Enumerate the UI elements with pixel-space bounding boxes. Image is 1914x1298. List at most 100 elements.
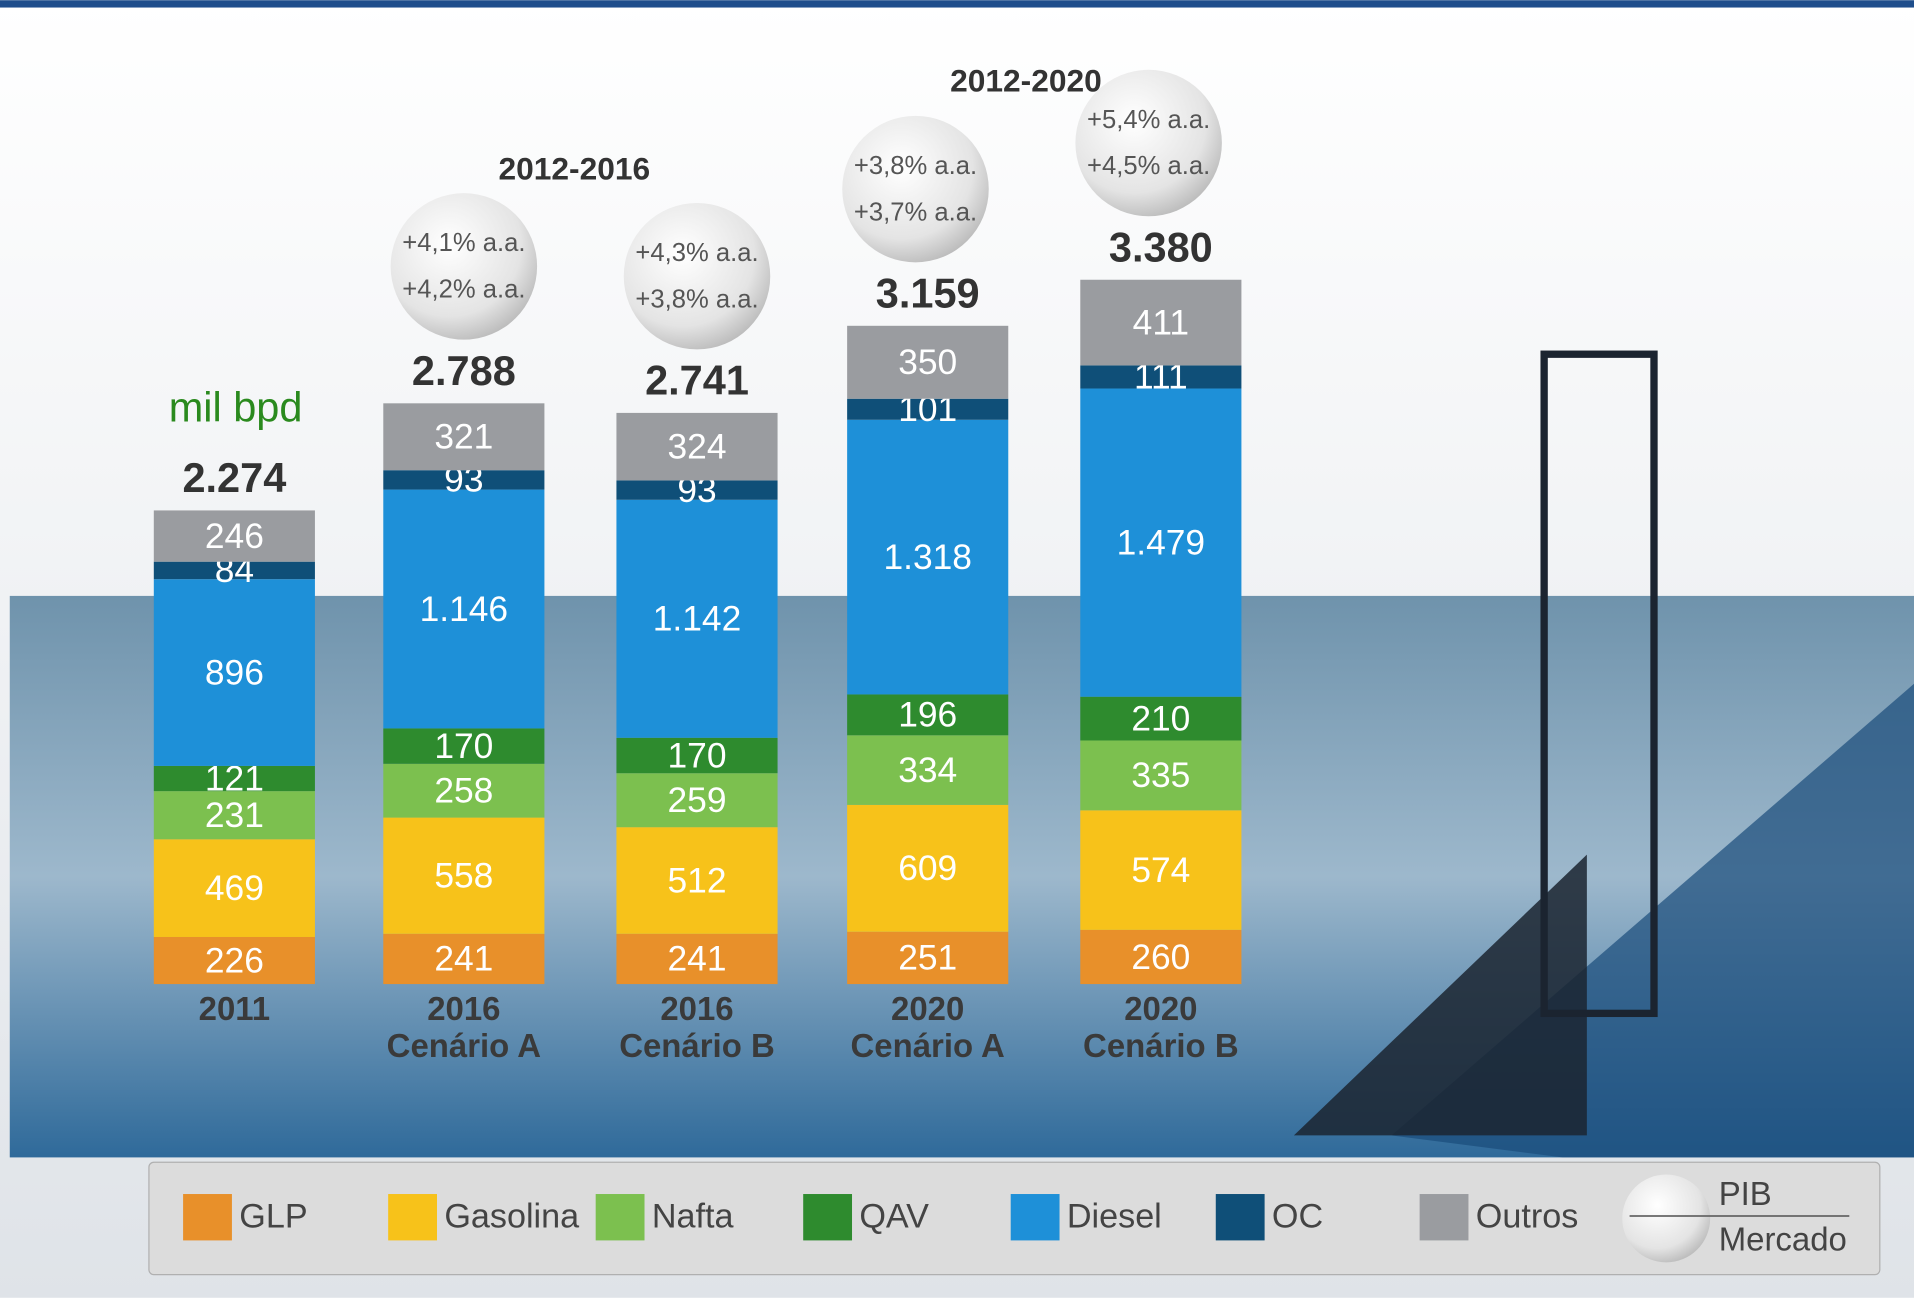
bar-segment	[153, 561, 315, 580]
bar-segment	[616, 773, 778, 828]
data-label: 469	[205, 869, 264, 908]
legend-label: Diesel	[1067, 1197, 1162, 1235]
bar-segment	[847, 419, 1009, 695]
data-label: 170	[434, 727, 493, 766]
bar-segment	[616, 737, 778, 774]
legend-swatch	[803, 1194, 853, 1241]
mercado-growth: +4,5% a.a.	[1087, 152, 1210, 180]
legend-pib: PIB	[1719, 1175, 1772, 1212]
bar-segment	[847, 804, 1009, 932]
x-tick-label: 2016 Cenário A	[386, 990, 542, 1064]
bar-segment	[616, 827, 778, 934]
bar-segment	[847, 694, 1009, 736]
rig	[1540, 350, 1658, 1018]
data-label: 231	[205, 796, 264, 835]
data-label: 558	[434, 856, 493, 895]
data-label: 210	[1131, 699, 1190, 738]
bar-segment	[616, 499, 778, 738]
unit-label: mil bpd	[169, 383, 303, 430]
bar-segment	[1080, 929, 1242, 985]
bar-segment	[1080, 696, 1242, 741]
legend-label: Nafta	[652, 1197, 734, 1235]
period-label: 2012-2016	[498, 150, 650, 186]
bar-segment	[1080, 388, 1242, 697]
x-tick-label: 2020 Cenário B	[1083, 990, 1239, 1064]
data-label: 896	[205, 653, 264, 692]
legend-swatch	[1215, 1194, 1265, 1241]
growth-bubble	[842, 115, 989, 263]
bar-segment	[847, 735, 1009, 805]
bar-segment	[153, 765, 315, 792]
x-tick-label: 2020 Cenário A	[850, 990, 1005, 1064]
data-label: 1.318	[883, 538, 972, 577]
bar-segment	[383, 817, 545, 934]
legend-swatch	[595, 1194, 645, 1241]
data-label: 241	[434, 940, 493, 979]
growth-bubble	[1075, 69, 1222, 217]
data-label: 609	[898, 849, 957, 888]
data-label: 251	[898, 939, 957, 978]
bar-segment	[616, 412, 778, 481]
data-label: 324	[667, 427, 726, 466]
total-label: 3.159	[876, 269, 980, 316]
data-label: 241	[667, 940, 726, 979]
bar-segment	[383, 933, 545, 985]
total-label: 2.788	[412, 347, 516, 394]
bar-segment	[1080, 279, 1242, 366]
legend-label: Outros	[1476, 1197, 1579, 1235]
mercado-growth: +3,7% a.a.	[854, 198, 977, 226]
data-label: 321	[434, 418, 493, 457]
data-label: 196	[898, 696, 957, 735]
pib-growth: +4,3% a.a.	[635, 239, 758, 267]
data-label: 1.479	[1117, 523, 1206, 562]
legend-label: Gasolina	[444, 1197, 579, 1235]
total-label: 3.380	[1109, 223, 1213, 270]
bar-segment	[847, 931, 1009, 985]
bar-segment	[153, 936, 315, 985]
platform	[1293, 854, 1587, 1136]
pib-growth: +4,1% a.a.	[402, 229, 525, 257]
data-label: 170	[667, 736, 726, 775]
bar-segment	[153, 579, 315, 766]
data-label: 260	[1131, 938, 1190, 977]
legend-swatch	[388, 1194, 437, 1241]
bar-segment	[383, 403, 545, 471]
legend-label: OC	[1272, 1197, 1323, 1235]
x-tick-label: 2016 Cenário B	[619, 990, 775, 1064]
growth-bubble	[390, 193, 538, 340]
mercado-growth: +4,2% a.a.	[402, 276, 525, 304]
pib-growth: +3,8% a.a.	[854, 152, 977, 180]
legend-swatch	[1419, 1194, 1469, 1241]
pib-growth: +5,4% a.a.	[1087, 106, 1210, 134]
data-label: 1.146	[420, 590, 509, 629]
data-label: 259	[667, 781, 726, 820]
mercado-growth: +3,8% a.a.	[635, 285, 758, 313]
period-label: 2012-2020	[950, 63, 1102, 99]
data-label: 574	[1131, 851, 1190, 890]
bar-segment	[383, 728, 545, 764]
legend-mercado: Mercado	[1719, 1220, 1847, 1257]
bar-segment	[847, 325, 1009, 399]
bar-segment	[383, 489, 545, 729]
bar-segment	[153, 791, 315, 840]
growth-bubble	[623, 202, 771, 350]
data-label: 411	[1133, 303, 1189, 342]
top-rule	[0, 0, 1914, 8]
legend-swatch	[183, 1194, 232, 1241]
bar-segment	[1080, 740, 1242, 811]
total-label: 2.274	[182, 454, 286, 501]
data-label: 335	[1131, 756, 1190, 795]
x-tick-label: 2011	[198, 990, 271, 1028]
bar-segment	[616, 480, 778, 500]
bar-segment	[383, 763, 545, 818]
legend-label: GLP	[239, 1197, 307, 1235]
bar-segment	[1080, 810, 1242, 930]
data-label: 246	[205, 517, 264, 556]
bar-segment	[153, 839, 315, 937]
data-label: 258	[434, 771, 493, 810]
legend-swatch	[1010, 1194, 1060, 1241]
data-label: 1.142	[653, 600, 742, 639]
legend-bubble	[1622, 1174, 1711, 1263]
